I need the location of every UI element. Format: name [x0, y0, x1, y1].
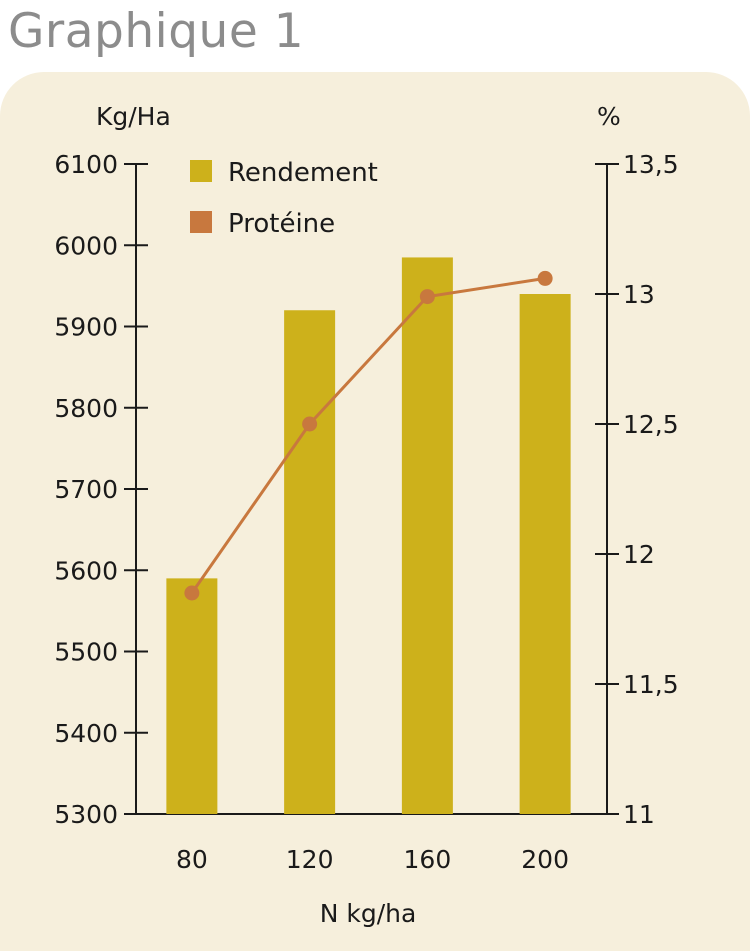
bar-rendement [519, 294, 571, 814]
x-axis-title: N kg/ha [320, 899, 417, 928]
legend: Rendement Protéine [190, 158, 378, 239]
line-layer [184, 270, 553, 601]
y-tick-label: 5400 [54, 719, 118, 748]
point-proteine [537, 270, 553, 286]
y2-tick-label: 13,5 [623, 150, 679, 179]
point-proteine [419, 289, 435, 305]
line-proteine [190, 276, 546, 594]
y-tick-label: 6000 [54, 231, 118, 260]
bar-rendement [166, 578, 218, 814]
legend-label-rendement: Rendement [228, 158, 378, 188]
y-tick-label: 5800 [54, 394, 118, 423]
bar-rendement [401, 257, 453, 814]
y2-tick-label: 11 [623, 800, 655, 829]
point-proteine [302, 416, 318, 432]
y2-tick-label: 12 [623, 540, 655, 569]
y-tick-label: 5300 [54, 800, 118, 829]
y2-tick-label: 12,5 [623, 410, 679, 439]
y-tick-label: 5500 [54, 638, 118, 667]
y2-axis-title: % [597, 102, 621, 131]
axes-layer: 5300 5400 5500 5600 5700 5800 5900 6000 6100 11 11… [54, 102, 678, 928]
legend-label-proteine: Protéine [228, 209, 335, 239]
x-tick-label: 160 [404, 845, 452, 874]
legend-swatch-proteine [190, 211, 212, 233]
legend-swatch-rendement [190, 160, 212, 182]
x-tick-label: 80 [176, 845, 208, 874]
bars-layer [166, 257, 571, 814]
y2-tick-label: 13 [623, 280, 655, 309]
x-tick-label: 200 [521, 845, 569, 874]
y-tick-label: 5600 [54, 556, 118, 585]
y2-tick-label: 11,5 [623, 670, 679, 699]
point-proteine [184, 585, 200, 601]
x-tick-label: 120 [286, 845, 334, 874]
y-tick-label: 5700 [54, 475, 118, 504]
chart-title: Graphique 1 [8, 4, 305, 59]
y-tick-label: 6100 [54, 150, 118, 179]
y-tick-label: 5900 [54, 313, 118, 342]
y-axis-title: Kg/Ha [96, 102, 171, 131]
bar-rendement [284, 310, 336, 814]
chart-panel [0, 72, 750, 951]
